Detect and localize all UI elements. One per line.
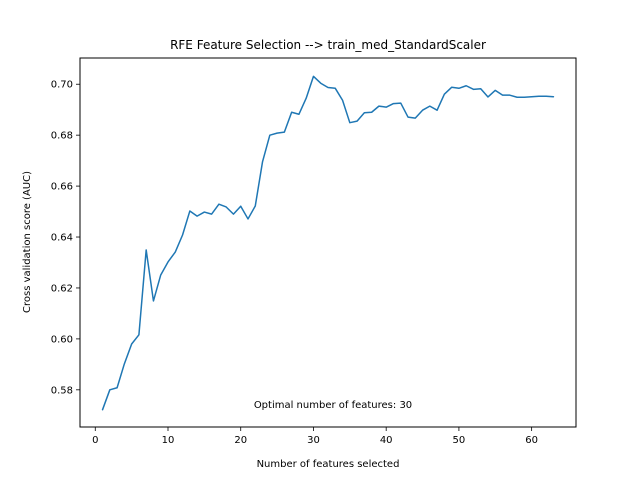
y-tick-label: 0.58: [51, 385, 73, 396]
plot-frame: [79, 57, 577, 428]
x-axis-label: Number of features selected: [257, 459, 400, 470]
series-layer: [101, 75, 555, 411]
y-tick-label: 0.64: [51, 233, 73, 244]
x-tick-label: 30: [307, 435, 320, 446]
cv-score-line: [101, 75, 555, 411]
x-tick-label: 10: [162, 435, 175, 446]
optimal-features-annotation: Optimal number of features: 30: [254, 400, 412, 411]
chart-title: RFE Feature Selection --> train_med_Stan…: [170, 38, 486, 52]
x-tick-label: 50: [453, 435, 466, 446]
y-tick-label: 0.68: [51, 131, 73, 142]
y-axis-label: Cross validation score (AUC): [22, 171, 33, 313]
y-axis-ticks: 0.58 0.60 0.62 0.64 0.66 0.68 0.70: [51, 80, 80, 396]
x-tick-label: 20: [234, 435, 247, 446]
y-tick-label: 0.60: [51, 334, 73, 345]
x-tick-label: 40: [380, 435, 393, 446]
x-tick-label: 60: [525, 435, 538, 446]
x-tick-label: 0: [92, 435, 98, 446]
x-axis-ticks: 0 10 20 30 40 50 60: [92, 427, 538, 446]
y-tick-label: 0.62: [51, 283, 73, 294]
y-tick-label: 0.70: [51, 80, 73, 91]
y-tick-label: 0.66: [51, 182, 73, 193]
